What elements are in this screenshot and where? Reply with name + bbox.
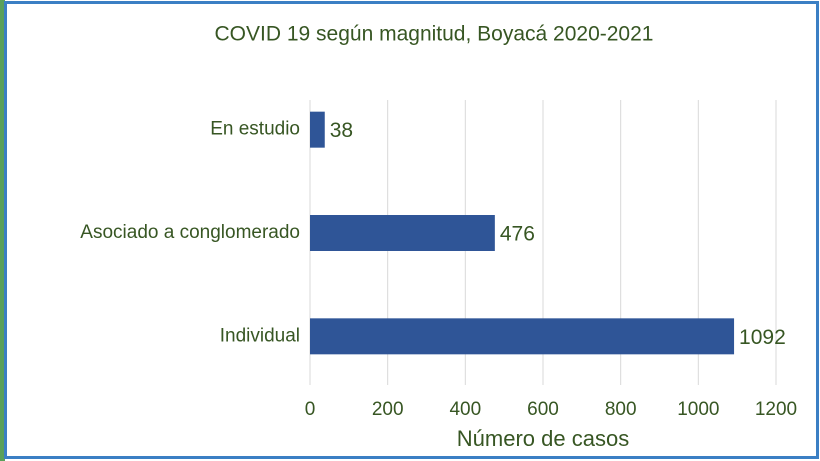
x-tick-label: 800 xyxy=(605,399,637,420)
bar xyxy=(310,215,495,251)
x-tick-label: 0 xyxy=(305,399,316,420)
x-tick-label: 1200 xyxy=(755,399,797,420)
bar xyxy=(310,111,325,148)
x-tick-label: 1000 xyxy=(677,399,719,420)
left-strip xyxy=(0,0,5,461)
y-tick-label: Asociado a conglomerado xyxy=(80,222,300,243)
x-tick-label: 200 xyxy=(372,399,404,420)
x-axis-title: Número de casos xyxy=(457,426,629,451)
x-tick-label: 400 xyxy=(449,399,481,420)
y-tick-label: En estudio xyxy=(210,119,300,140)
data-label: 38 xyxy=(330,119,353,142)
x-tick-label: 600 xyxy=(527,399,559,420)
data-label: 476 xyxy=(500,223,535,246)
bar xyxy=(310,318,735,355)
chart-title: COVID 19 según magnitud, Boyacá 2020-202… xyxy=(215,23,654,46)
data-label: 1092 xyxy=(739,326,786,349)
y-tick-label: Individual xyxy=(220,325,300,346)
